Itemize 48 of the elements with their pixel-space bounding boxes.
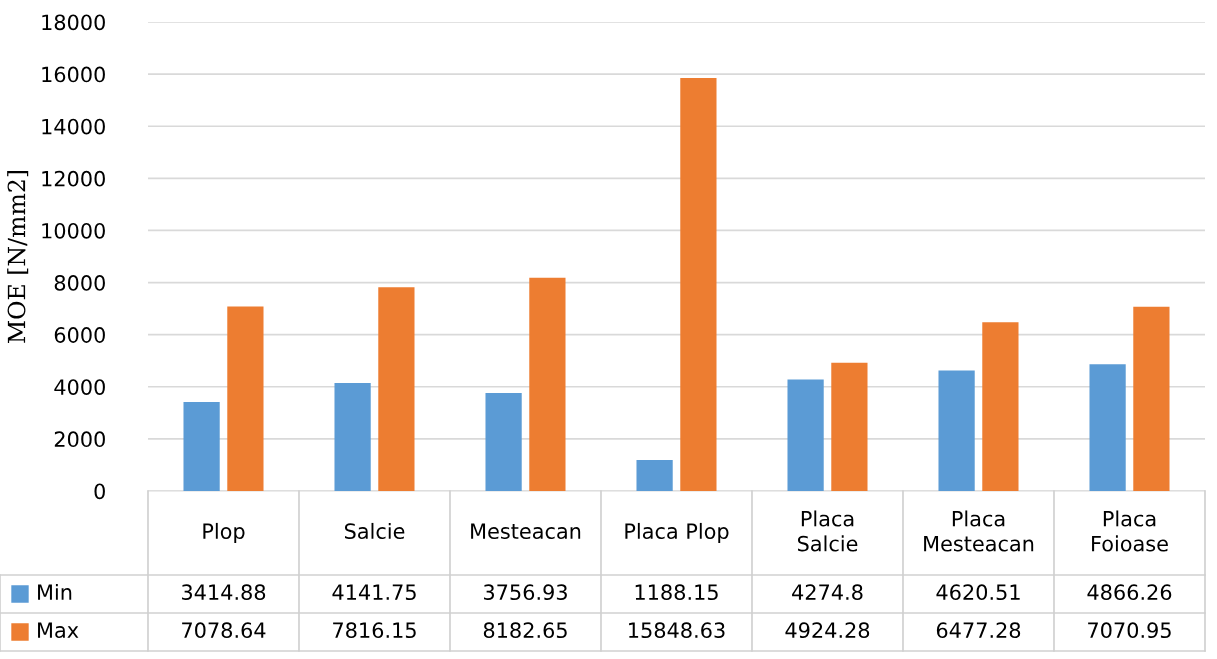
- bar: [1133, 306, 1170, 491]
- y-tick-label: 0: [94, 483, 105, 500]
- data-label: 4620.51: [936, 584, 1020, 601]
- y-tick-label: 6000: [54, 327, 105, 343]
- data-label: 3756.93: [484, 584, 567, 601]
- y-tick-label: 16000: [42, 66, 105, 83]
- data-label: 4274.8: [792, 584, 863, 601]
- x-tick-label: Placa Salcie: [797, 510, 858, 552]
- bar: [529, 277, 566, 491]
- data-label: 7816.15: [333, 622, 416, 639]
- y-tick-label: 4000: [54, 379, 105, 395]
- bar: [485, 393, 522, 491]
- legend-label: Min: [38, 583, 72, 600]
- y-tick-label: 12000: [42, 170, 105, 187]
- data-label: 4866.26: [1087, 584, 1172, 601]
- x-tick-label: Salcie: [344, 522, 405, 540]
- bar: [680, 78, 717, 491]
- bar: [938, 370, 975, 491]
- y-tick-label: 2000: [54, 431, 105, 448]
- bar: [982, 322, 1019, 491]
- legend-label: Max: [38, 622, 79, 639]
- x-tick-label: Placa Foioase: [1092, 510, 1168, 552]
- x-tick-label: Placa Plop: [625, 522, 729, 544]
- y-tick-label: 14000: [42, 118, 105, 135]
- data-label: 8182.65: [483, 622, 567, 639]
- y-tick-label: 8000: [54, 275, 105, 291]
- y-axis-title: MOE [N/mm2]: [7, 170, 29, 343]
- y-tick-label: 18000: [42, 14, 105, 31]
- bar: [183, 402, 220, 491]
- data-label: 6477.28: [936, 622, 1021, 639]
- x-tick-label: Placa Mesteacan: [924, 510, 1034, 552]
- bar: [378, 287, 415, 491]
- bar: [787, 379, 824, 491]
- bar: [334, 383, 371, 491]
- data-label: 4924.28: [785, 622, 870, 639]
- data-label: 1188.15: [635, 584, 718, 601]
- data-label: 4141.75: [332, 584, 416, 601]
- bar: [1089, 364, 1126, 491]
- bar: [831, 362, 868, 491]
- x-tick-label: Mesteacan: [471, 523, 581, 540]
- bar: [227, 306, 264, 491]
- data-label: 3414.88: [182, 584, 266, 601]
- data-label: 7070.95: [1088, 622, 1171, 639]
- bar: [636, 460, 673, 491]
- x-tick-label: Plop: [203, 522, 245, 544]
- y-tick-label: 10000: [42, 222, 105, 239]
- data-label: 7078.64: [182, 622, 266, 639]
- data-label: 15848.63: [629, 622, 725, 639]
